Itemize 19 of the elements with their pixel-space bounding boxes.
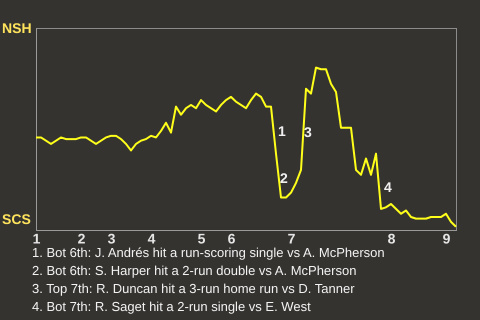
text: 2. Bot 6th: S. Harper hit a 2-run double vs A. McPherson bbox=[32, 262, 358, 280]
x-tick-label: 2 bbox=[78, 230, 86, 246]
x-tick-label: 1 bbox=[32, 230, 41, 246]
annotation: 4 bbox=[384, 179, 392, 195]
text: NSH bbox=[2, 20, 32, 36]
x-tick-label: 5 bbox=[198, 230, 206, 246]
annotation: 1 bbox=[278, 123, 286, 139]
text: 3. Top 7th: R. Duncan hit a 3-run home run vs D. Tanner bbox=[32, 280, 356, 298]
x-tick-label: 9 bbox=[442, 230, 451, 246]
x-tick-label: 6 bbox=[228, 230, 236, 246]
text: SCS bbox=[2, 211, 31, 227]
x-tick-label: 7 bbox=[288, 230, 296, 246]
annotation: 2 bbox=[280, 170, 288, 186]
annotation: 3 bbox=[304, 124, 312, 140]
x-tick-label: 3 bbox=[108, 230, 116, 246]
text: 1. Bot 6th: J. Andrés hit a run-scoring single vs A. McPherson bbox=[32, 244, 385, 262]
text: 4. Bot 7th: R. Saget hit a 2-run single vs E. West bbox=[32, 298, 312, 316]
x-tick-label: 4 bbox=[148, 230, 156, 246]
x-tick-label: 8 bbox=[388, 230, 396, 246]
